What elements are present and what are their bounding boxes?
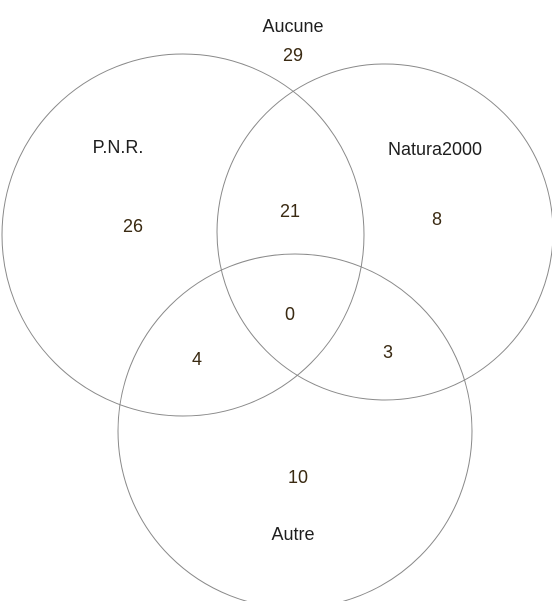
set-label: Autre (271, 524, 314, 544)
region-count: 21 (280, 201, 300, 221)
region-count: 26 (123, 216, 143, 236)
outside-count: 29 (283, 45, 303, 65)
set-circle (117, 253, 473, 601)
set-circle (1, 53, 365, 417)
region-count: 8 (432, 209, 442, 229)
region-count: 10 (288, 467, 308, 487)
region-count: 0 (285, 304, 295, 324)
region-count: 4 (192, 349, 202, 369)
region-count: 3 (383, 342, 393, 362)
set-label: Natura2000 (388, 139, 482, 159)
outside-label: Aucune (262, 16, 323, 36)
set-circle (216, 63, 552, 401)
set-label: P.N.R. (93, 137, 144, 157)
